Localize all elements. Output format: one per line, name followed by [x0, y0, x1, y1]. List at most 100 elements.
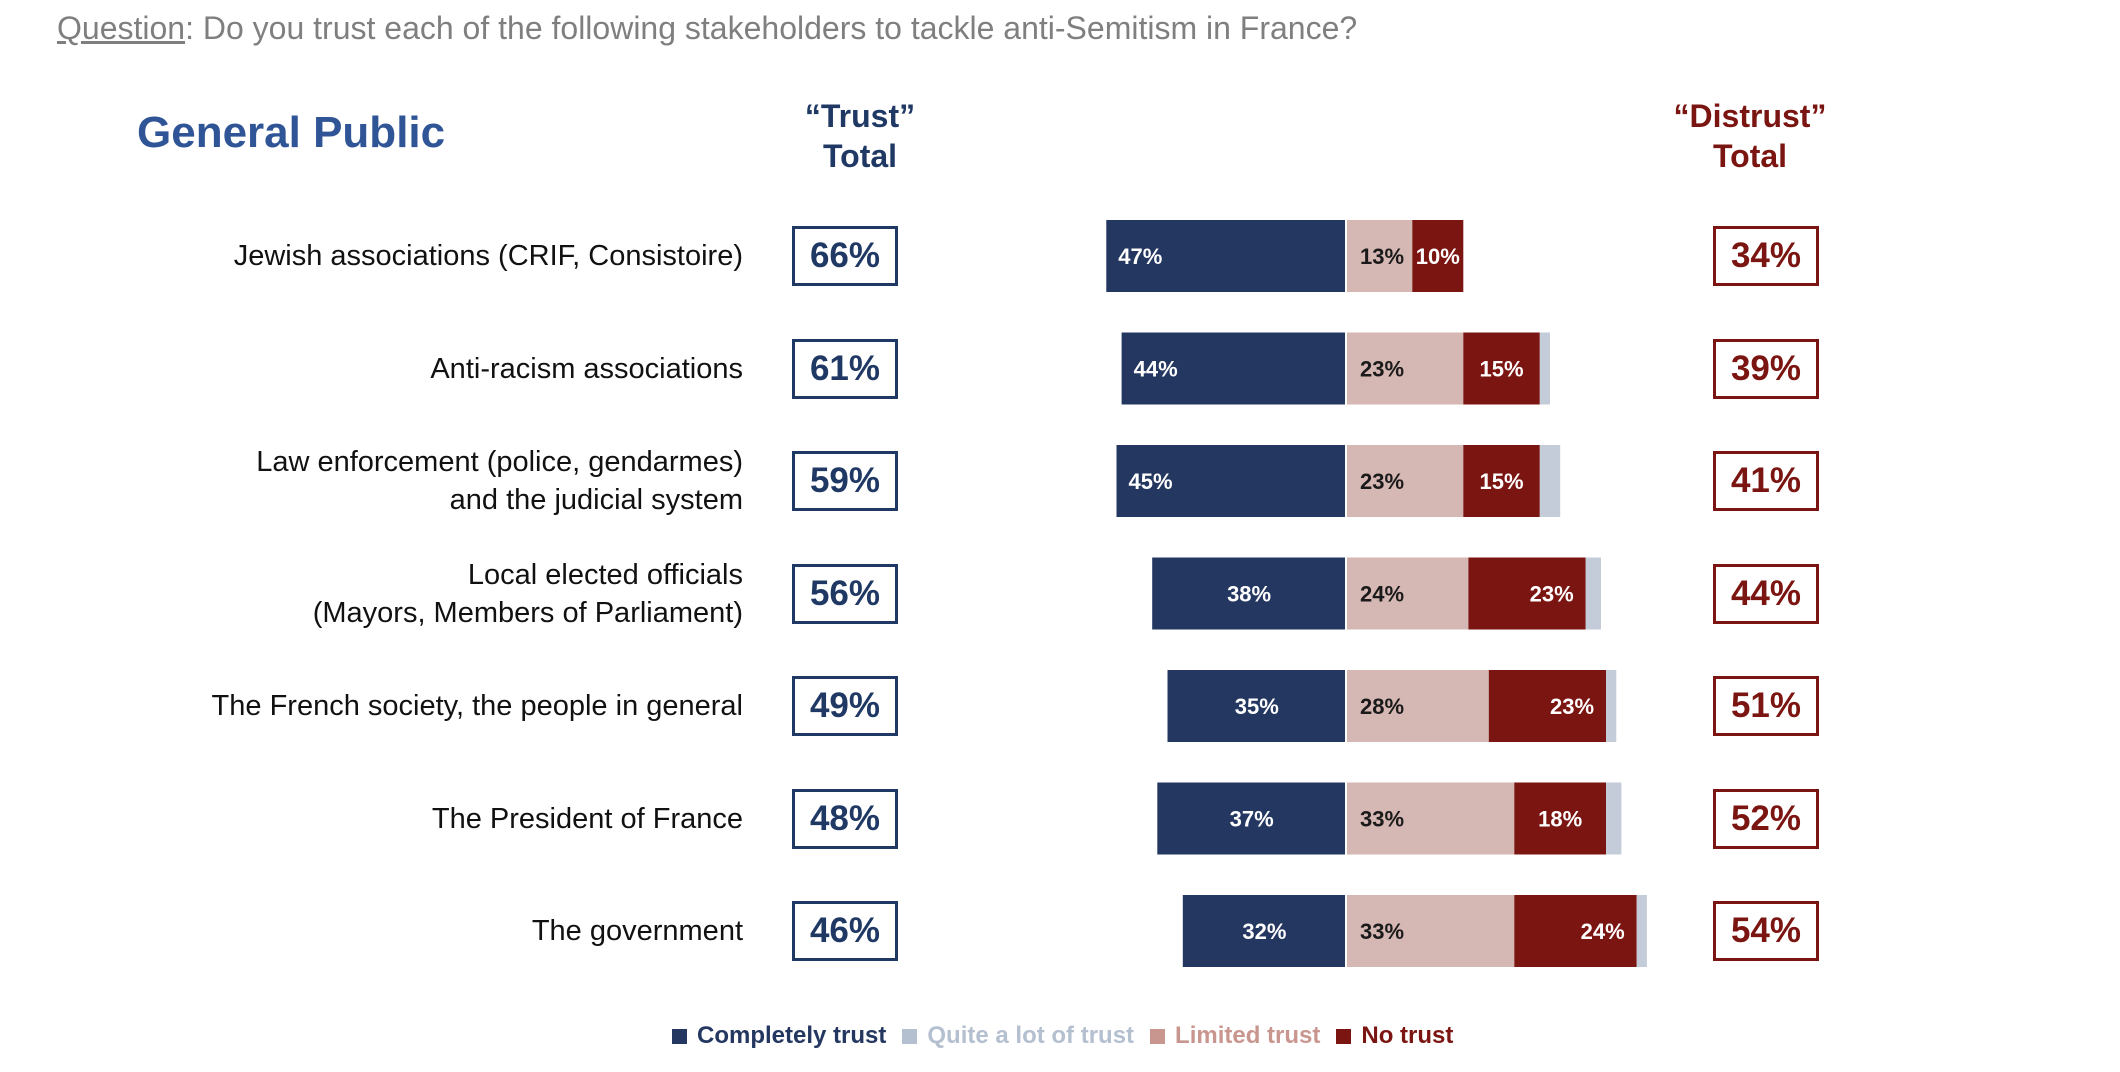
- bar-axis-separator: [1345, 220, 1347, 292]
- row-label-line: Anti-racism associations: [430, 352, 743, 385]
- bar-limited-trust: [1346, 670, 1489, 742]
- data-label-completely-trust: 45%: [1129, 469, 1173, 494]
- bar-limited-trust: [1346, 445, 1464, 517]
- row-label-line: The government: [531, 915, 743, 947]
- bar-axis-separator: [1345, 332, 1347, 405]
- legend-item-quite-a-lot-of-trust: Quite a lot of trust: [902, 1022, 1134, 1050]
- distrust-total-box: 39%: [1713, 338, 1819, 399]
- distrust-total-box: 54%: [1713, 901, 1819, 961]
- bar-no-trust: [1412, 220, 1464, 292]
- bar-axis-separator: [1345, 670, 1347, 742]
- data-label-no-trust: 24%: [1581, 919, 1625, 944]
- legend-label-limited-trust: Limited trust: [1175, 1022, 1321, 1049]
- bar-limited-trust: [1346, 220, 1413, 292]
- row-label: The President of France: [123, 800, 743, 838]
- bar-quite-a-lot-of-trust: [1636, 895, 1647, 967]
- trust-total-box: 48%: [792, 788, 898, 849]
- trust-total-box: 46%: [792, 901, 898, 961]
- bar-completely-trust: [1182, 895, 1346, 967]
- legend-swatch-limited-trust: [1150, 1028, 1166, 1044]
- bar-quite-a-lot-of-trust: [1585, 557, 1601, 630]
- question-body: : Do you trust each of the following sta…: [185, 10, 1358, 46]
- trust-header-line2: Total: [822, 138, 898, 174]
- legend: Completely trust Quite a lot of trust Li…: [672, 1022, 1453, 1050]
- trust-total-box: 56%: [792, 563, 898, 624]
- data-label-no-trust: 23%: [1550, 694, 1594, 719]
- row-label: Anti-racism associations: [123, 350, 743, 388]
- legend-label-completely-trust: Completely trust: [697, 1022, 887, 1049]
- legend-item-completely-trust: Completely trust: [672, 1022, 886, 1050]
- question-label: Question: [57, 10, 186, 46]
- bar-completely-trust: [1116, 445, 1346, 517]
- distrust-total-box: 51%: [1713, 676, 1819, 736]
- legend-swatch-quite-a-lot-of-trust: [902, 1028, 918, 1044]
- bar-no-trust: [1463, 332, 1540, 405]
- data-label-limited-trust: 33%: [1360, 919, 1404, 944]
- data-label-limited-trust: 23%: [1360, 356, 1404, 381]
- row-label-line: Jewish associations (CRIF, Consistoire): [233, 240, 743, 272]
- distrust-header-line2: Total: [1712, 138, 1788, 174]
- legend-item-limited-trust: Limited trust: [1150, 1022, 1320, 1050]
- row-label-line: The President of France: [431, 802, 743, 835]
- bar-axis-separator: [1345, 557, 1347, 630]
- bar-completely-trust: [1121, 332, 1346, 405]
- row-label: Law enforcement (police, gendarmes) and t…: [123, 443, 743, 519]
- bar-no-trust: [1514, 895, 1637, 967]
- data-label-limited-trust: 13%: [1360, 244, 1404, 269]
- trust-total-box: 66%: [792, 226, 898, 286]
- legend-item-no-trust: No trust: [1336, 1022, 1453, 1050]
- row-label-line: Law enforcement (police, gendarmes): [256, 446, 743, 478]
- row-label-line: (Mayors, Members of Parliament): [312, 596, 743, 629]
- data-label-no-trust: 18%: [1538, 806, 1582, 831]
- legend-label-quite-a-lot-of-trust: Quite a lot of trust: [927, 1022, 1135, 1049]
- bar-axis-separator: [1345, 782, 1347, 855]
- trust-total-header: “Trust” Total: [740, 96, 980, 176]
- data-label-no-trust: 15%: [1480, 356, 1524, 381]
- bar-no-trust: [1488, 670, 1607, 742]
- bar-no-trust: [1468, 557, 1586, 630]
- data-label-limited-trust: 28%: [1360, 694, 1404, 719]
- bar-completely-trust: [1167, 670, 1346, 742]
- data-label-no-trust: 15%: [1480, 469, 1524, 494]
- legend-swatch-completely-trust: [672, 1028, 687, 1044]
- trust-header-line1: “Trust”: [804, 98, 916, 134]
- data-label-completely-trust: 44%: [1134, 356, 1178, 381]
- bar-limited-trust: [1346, 895, 1515, 967]
- bar-quite-a-lot-of-trust: [1606, 782, 1622, 855]
- row-label-line: and the judicial system: [449, 484, 743, 516]
- trust-total-box: 59%: [792, 451, 898, 511]
- distrust-total-box: 44%: [1713, 563, 1819, 624]
- distrust-total-box: 41%: [1713, 451, 1819, 511]
- bar-limited-trust: [1346, 332, 1464, 405]
- data-label-no-trust: 23%: [1530, 581, 1574, 606]
- row-label: Local elected officials (Mayors, Members …: [123, 556, 743, 632]
- trust-total-box: 49%: [792, 676, 898, 736]
- bar-limited-trust: [1346, 557, 1469, 630]
- bar-no-trust: [1463, 445, 1540, 517]
- row-label-line: Local elected officials: [467, 558, 743, 591]
- trust-total-box: 61%: [792, 338, 898, 399]
- data-label-limited-trust: 24%: [1360, 581, 1404, 606]
- bar-quite-a-lot-of-trust: [1539, 332, 1550, 405]
- data-label-completely-trust: 47%: [1118, 244, 1162, 269]
- bar-quite-a-lot-of-trust: [1539, 445, 1561, 517]
- distrust-total-header: “Distrust” Total: [1630, 96, 1870, 176]
- data-label-completely-trust: 38%: [1227, 581, 1271, 606]
- bar-completely-trust: [1106, 220, 1346, 292]
- data-label-completely-trust: 37%: [1230, 806, 1274, 831]
- group-title: General Public: [137, 108, 446, 157]
- bar-axis-separator: [1345, 895, 1347, 967]
- row-label: The French society, the people in genera…: [123, 687, 743, 725]
- legend-label-no-trust: No trust: [1361, 1022, 1454, 1049]
- bar-quite-a-lot-of-trust: [1606, 670, 1617, 742]
- bar-limited-trust: [1346, 782, 1515, 855]
- question-text: Question: Do you trust each of the follo…: [57, 10, 1357, 47]
- data-label-limited-trust: 23%: [1360, 469, 1404, 494]
- bar-completely-trust: [1157, 782, 1346, 855]
- legend-swatch-no-trust: [1336, 1028, 1352, 1044]
- distrust-total-box: 34%: [1713, 226, 1819, 286]
- bar-completely-trust: [1152, 557, 1346, 630]
- row-label: Jewish associations (CRIF, Consistoire): [123, 237, 743, 275]
- data-label-completely-trust: 32%: [1242, 919, 1286, 944]
